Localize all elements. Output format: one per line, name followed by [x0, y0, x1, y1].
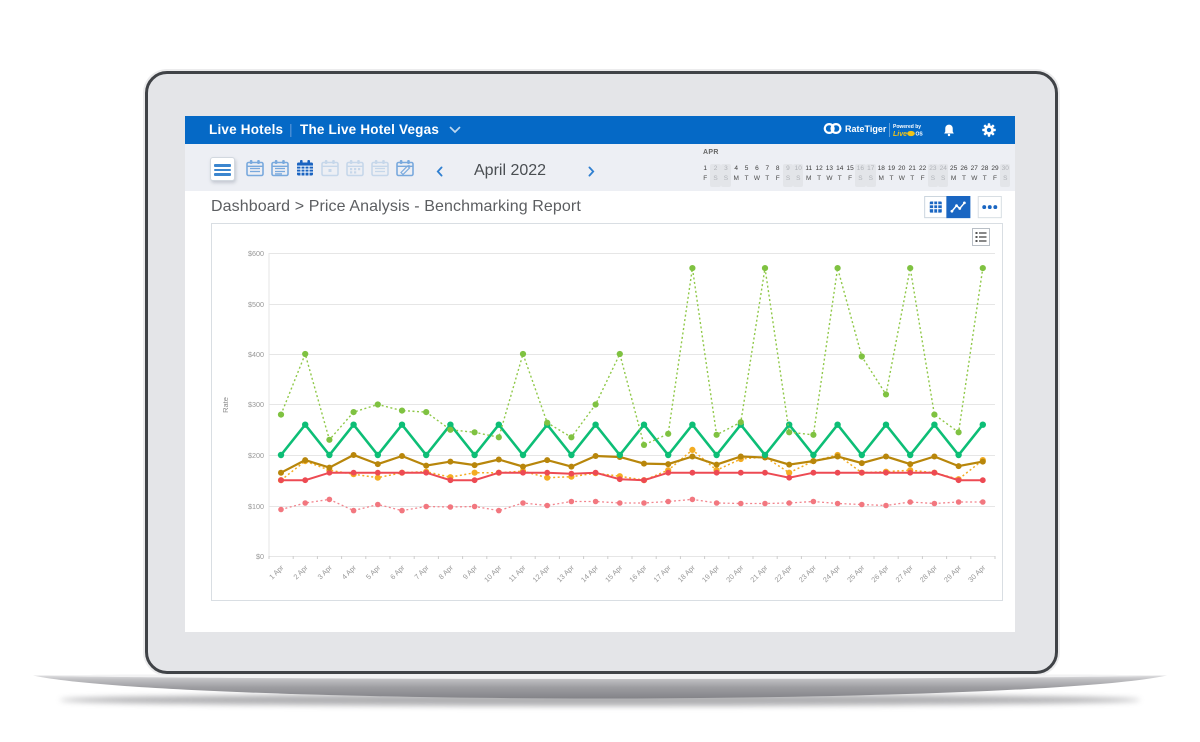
svg-text:10 Apr: 10 Apr	[482, 563, 503, 584]
svg-text:20 Apr: 20 Apr	[724, 563, 745, 584]
svg-text:1 Apr: 1 Apr	[267, 563, 286, 582]
svg-text:16 Apr: 16 Apr	[627, 563, 648, 584]
svg-text:$500: $500	[248, 300, 264, 309]
svg-text:5 Apr: 5 Apr	[364, 563, 383, 582]
svg-text:3 Apr: 3 Apr	[316, 563, 335, 582]
svg-text:8 Apr: 8 Apr	[437, 563, 456, 582]
svg-text:$200: $200	[248, 451, 264, 460]
svg-text:4 Apr: 4 Apr	[340, 563, 359, 582]
svg-text:OS: OS	[916, 132, 924, 138]
svg-text:2 Apr: 2 Apr	[291, 563, 310, 582]
svg-text:14 Apr: 14 Apr	[579, 563, 600, 584]
svg-text:27 Apr: 27 Apr	[894, 563, 915, 584]
svg-text:12 Apr: 12 Apr	[531, 563, 552, 584]
svg-text:11 Apr: 11 Apr	[507, 563, 528, 584]
svg-text:9 Apr: 9 Apr	[461, 563, 480, 582]
svg-text:25 Apr: 25 Apr	[845, 563, 866, 584]
svg-text:24 Apr: 24 Apr	[821, 563, 842, 584]
svg-text:$100: $100	[248, 502, 264, 511]
svg-text:$300: $300	[248, 400, 264, 409]
svg-text:Powered by: Powered by	[893, 124, 921, 130]
svg-text:Rate: Rate	[221, 397, 230, 413]
svg-text:19 Apr: 19 Apr	[700, 563, 721, 584]
svg-text:7 Apr: 7 Apr	[412, 563, 431, 582]
svg-text:21 Apr: 21 Apr	[748, 563, 769, 584]
svg-text:$400: $400	[248, 350, 264, 359]
svg-text:Live: Live	[893, 131, 907, 138]
svg-text:22 Apr: 22 Apr	[773, 563, 794, 584]
svg-text:26 Apr: 26 Apr	[869, 563, 890, 584]
svg-text:$600: $600	[248, 249, 264, 258]
svg-text:18 Apr: 18 Apr	[676, 563, 697, 584]
svg-text:$0: $0	[256, 552, 264, 561]
svg-text:15 Apr: 15 Apr	[603, 563, 624, 584]
svg-text:17 Apr: 17 Apr	[652, 563, 673, 584]
svg-text:6 Apr: 6 Apr	[388, 563, 407, 582]
svg-text:23 Apr: 23 Apr	[797, 563, 818, 584]
svg-text:30 Apr: 30 Apr	[966, 563, 987, 584]
svg-text:29 Apr: 29 Apr	[942, 563, 963, 584]
svg-text:13 Apr: 13 Apr	[555, 563, 576, 584]
svg-text:28 Apr: 28 Apr	[918, 563, 939, 584]
svg-text:RateTiger: RateTiger	[845, 124, 887, 134]
